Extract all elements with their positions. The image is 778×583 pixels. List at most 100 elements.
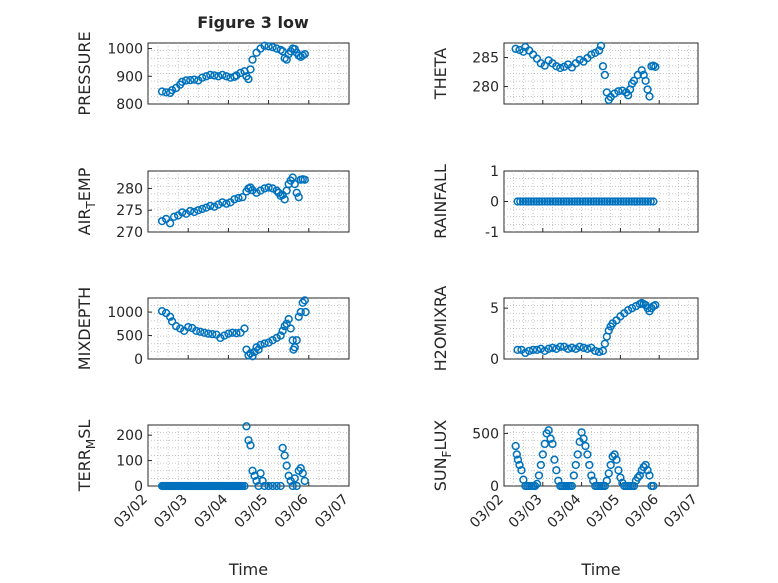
data-point [222, 72, 231, 81]
data-point [513, 197, 522, 206]
y-tick-label: 100 [116, 454, 143, 470]
data-point [244, 351, 253, 360]
data-point [286, 324, 295, 333]
data-point [618, 86, 627, 95]
data-point [529, 197, 539, 206]
data-point [556, 197, 566, 206]
x-tick-label: 03/03 [151, 492, 191, 532]
data-point [638, 197, 647, 206]
data-point [224, 329, 233, 338]
x-tick-label: 03/04 [545, 491, 585, 531]
data-point [575, 342, 584, 351]
y-tick-label: 275 [116, 203, 143, 219]
subplot-6: 0 5 H2OMIXRA [431, 286, 699, 371]
data-point [280, 451, 289, 460]
y-axis-label: PRESSURE [75, 31, 94, 115]
data-point [240, 324, 249, 333]
data-point [651, 62, 660, 71]
data-point [585, 460, 594, 470]
data-point [622, 197, 631, 206]
data-point [300, 296, 309, 305]
data-point [613, 197, 623, 206]
data-point [544, 344, 553, 353]
data-point [278, 443, 287, 453]
data-point [637, 66, 646, 75]
data-point [184, 322, 193, 332]
y-tick-label: 1 [490, 164, 499, 180]
data-point [525, 346, 534, 356]
data-point [552, 62, 561, 71]
data-point [606, 460, 615, 470]
data-point [300, 476, 309, 486]
data-point [532, 479, 542, 489]
data-point [228, 328, 237, 337]
data-point [608, 197, 617, 206]
data-point [575, 197, 585, 206]
data-point [598, 346, 608, 356]
data-point [206, 201, 215, 211]
data-point [276, 331, 285, 340]
data-point [600, 70, 610, 80]
data-point [645, 471, 654, 480]
data-point [260, 184, 269, 193]
data-point [202, 72, 211, 81]
data-point [278, 326, 287, 335]
data-point [532, 345, 542, 355]
data-point [190, 75, 199, 84]
subplot-7: 0 100 200 03/02 03/03 03/04 03/05 03/06 03/07 Tim… [75, 420, 352, 579]
y-tick-label: 0 [134, 479, 143, 495]
x-axis-label: Time [228, 560, 268, 579]
x-axis-label: Time [580, 560, 620, 579]
data-point [519, 47, 528, 56]
data-point [298, 298, 307, 307]
data-point [252, 343, 261, 352]
data-point [296, 307, 305, 317]
data-point [612, 455, 621, 464]
figure-title: Figure 3 low [197, 13, 309, 32]
data-point [234, 193, 243, 203]
data-point [616, 197, 625, 206]
data-point [591, 346, 600, 356]
data-point [254, 345, 263, 354]
data-point [643, 197, 653, 206]
data-point [532, 197, 541, 206]
data-point [214, 200, 223, 209]
data-point [548, 343, 557, 352]
subplot-2: 280 285 THETA [431, 41, 699, 105]
data-point [300, 49, 309, 59]
data-point [513, 455, 523, 464]
data-point [611, 197, 620, 206]
data-point [600, 481, 610, 491]
data-point [559, 197, 568, 206]
data-point [511, 441, 520, 451]
data-point [627, 197, 636, 206]
y-axis-label: AIRTEMP [75, 167, 98, 235]
data-point [616, 473, 625, 482]
data-point [171, 322, 181, 331]
data-point [280, 195, 289, 204]
data-point [583, 344, 592, 353]
data-point [256, 340, 265, 350]
data-point [258, 476, 267, 486]
data-point [290, 179, 299, 189]
data-point [602, 476, 611, 485]
data-point [556, 63, 565, 73]
data-point [178, 77, 187, 86]
y-tick-label: 0 [490, 352, 499, 368]
y-axis-label: RAINFALL [431, 164, 450, 239]
data-point [176, 324, 185, 333]
data-point [546, 197, 555, 206]
data-point [641, 460, 650, 470]
data-point [646, 197, 655, 206]
data-point [260, 339, 269, 348]
data-point [546, 434, 555, 443]
data-point [167, 85, 177, 95]
data-point [604, 469, 613, 478]
y-tick-label: 1000 [107, 305, 143, 321]
data-point [264, 338, 273, 347]
data-point [527, 197, 536, 206]
data-point [629, 481, 639, 491]
data-point [534, 471, 544, 480]
data-point [238, 192, 247, 202]
